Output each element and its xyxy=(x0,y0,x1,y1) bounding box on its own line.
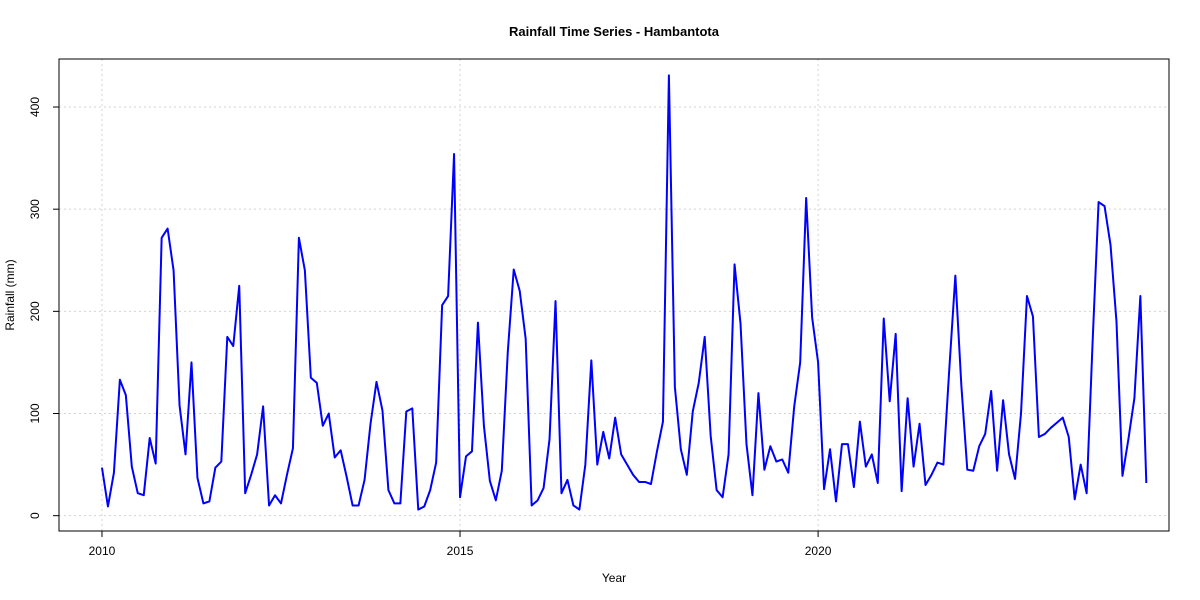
y-tick-label: 200 xyxy=(28,301,42,321)
x-axis-title: Year xyxy=(602,571,626,585)
x-tick-label: 2020 xyxy=(805,544,832,558)
series-layer xyxy=(100,74,1148,511)
y-tick-label: 300 xyxy=(28,199,42,219)
y-axis-title: Rainfall (mm) xyxy=(3,259,17,330)
y-tick-label: 100 xyxy=(28,403,42,423)
x-tick-label: 2015 xyxy=(447,544,474,558)
rainfall-series-line xyxy=(100,74,1148,511)
plot-area-border xyxy=(58,58,1170,532)
y-tick-label: 0 xyxy=(28,512,42,519)
y-tick-label: 400 xyxy=(28,97,42,117)
grid-lines xyxy=(59,59,1169,531)
y-axis: 0 100 200 300 400 xyxy=(28,97,59,519)
x-tick-label: 2010 xyxy=(89,544,116,558)
x-axis: 2010 2015 2020 xyxy=(89,530,832,558)
chart-title: Rainfall Time Series - Hambantota xyxy=(509,24,720,39)
